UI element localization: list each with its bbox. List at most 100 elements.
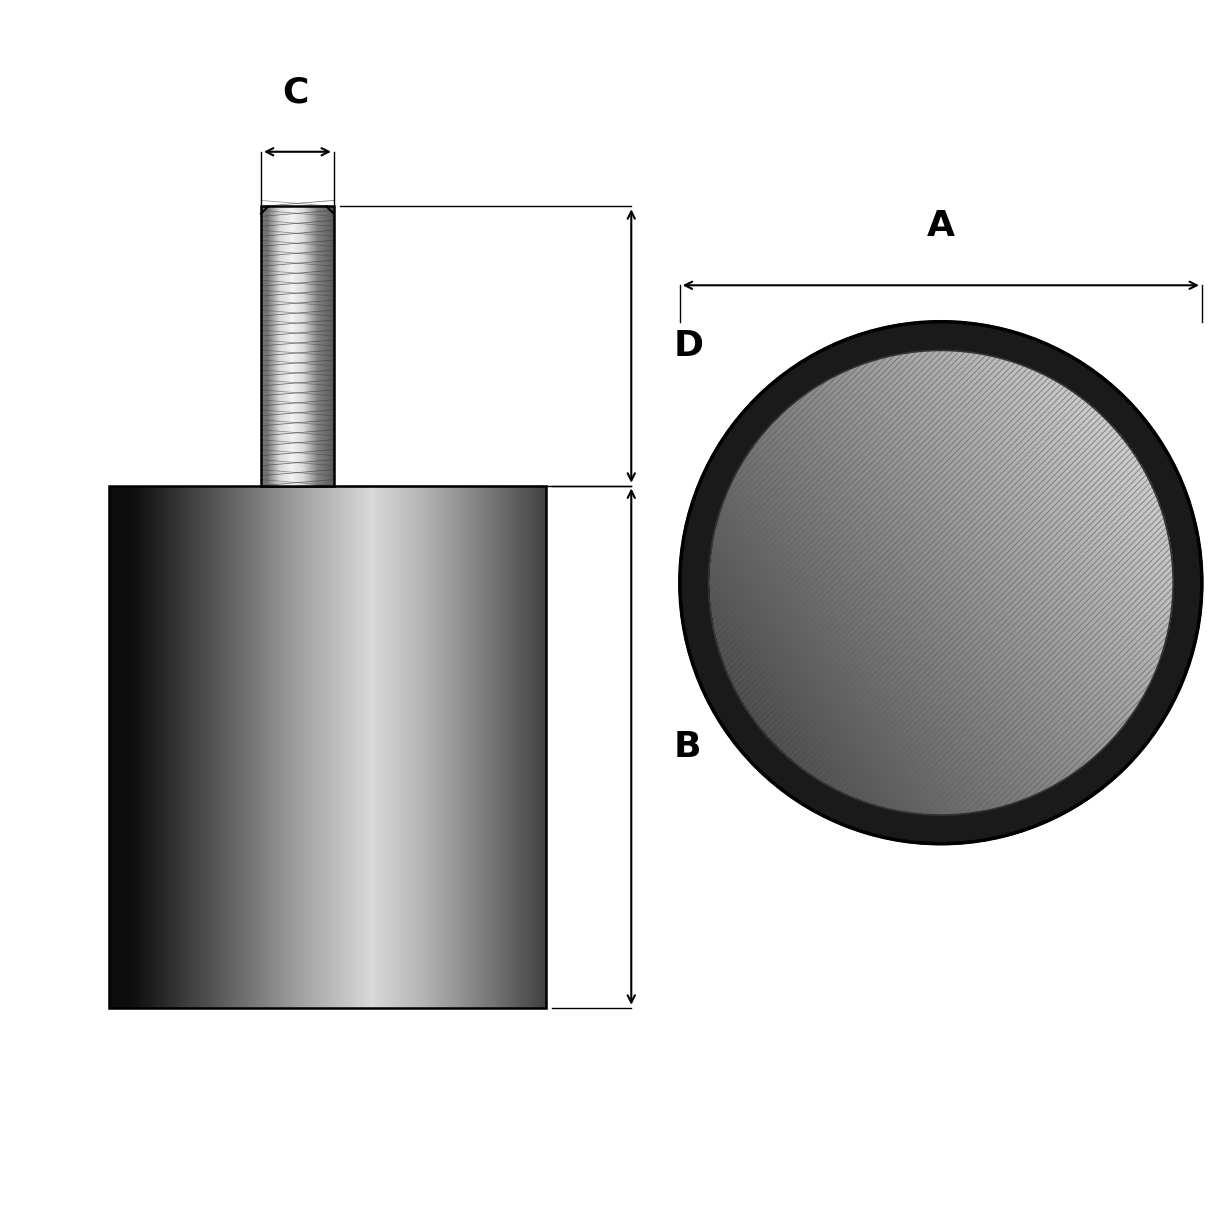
Bar	[532, 486, 534, 1008]
Bar	[291, 206, 293, 486]
Bar	[523, 486, 526, 1008]
Bar	[328, 206, 329, 486]
Bar	[125, 486, 126, 1008]
Bar	[453, 486, 454, 1008]
Bar	[460, 486, 461, 1008]
Bar	[261, 206, 262, 486]
Bar	[464, 486, 466, 1008]
Bar	[334, 486, 336, 1008]
Bar	[284, 206, 285, 486]
Bar	[317, 206, 318, 486]
Bar	[466, 486, 469, 1008]
Bar	[245, 486, 246, 1008]
Bar	[229, 486, 231, 1008]
Bar	[310, 206, 311, 486]
Bar	[130, 486, 131, 1008]
Bar	[464, 486, 465, 1008]
Bar	[191, 486, 192, 1008]
Bar	[277, 206, 279, 486]
Bar	[175, 486, 176, 1008]
Bar	[238, 486, 240, 1008]
Bar	[387, 486, 388, 1008]
Bar	[267, 486, 268, 1008]
Bar	[131, 486, 132, 1008]
Bar	[514, 486, 515, 1008]
Bar	[410, 486, 412, 1008]
Bar	[160, 486, 163, 1008]
Bar	[299, 206, 300, 486]
Bar	[294, 486, 296, 1008]
Bar	[520, 486, 522, 1008]
Bar	[454, 486, 456, 1008]
Bar	[324, 486, 327, 1008]
Bar	[299, 486, 300, 1008]
Bar	[307, 486, 308, 1008]
Bar	[294, 206, 296, 486]
Bar	[375, 486, 376, 1008]
Bar	[322, 486, 323, 1008]
Bar	[410, 486, 413, 1008]
Bar	[200, 486, 202, 1008]
Bar	[271, 486, 273, 1008]
Bar	[494, 486, 495, 1008]
Bar	[262, 206, 263, 486]
Bar	[312, 206, 313, 486]
Bar	[486, 486, 487, 1008]
Bar	[228, 486, 231, 1008]
Bar	[187, 486, 188, 1008]
Bar	[293, 206, 294, 486]
Bar	[320, 206, 322, 486]
Bar	[270, 206, 271, 486]
Bar	[330, 486, 331, 1008]
Bar	[429, 486, 430, 1008]
Bar	[217, 486, 219, 1008]
Bar	[490, 486, 493, 1008]
Bar	[215, 486, 217, 1008]
Bar	[357, 486, 359, 1008]
Bar	[301, 206, 302, 486]
Bar	[142, 486, 143, 1008]
Bar	[157, 486, 158, 1008]
Bar	[254, 486, 255, 1008]
Bar	[396, 486, 397, 1008]
Bar	[501, 486, 504, 1008]
Bar	[283, 206, 284, 486]
Bar	[261, 486, 263, 1008]
Bar	[398, 486, 401, 1008]
Bar	[236, 486, 238, 1008]
Bar	[219, 486, 220, 1008]
Bar	[323, 206, 324, 486]
Bar	[529, 486, 531, 1008]
Bar	[148, 486, 151, 1008]
Bar	[149, 486, 152, 1008]
Bar	[425, 486, 427, 1008]
Bar	[198, 486, 199, 1008]
Bar	[431, 486, 432, 1008]
Bar	[302, 486, 305, 1008]
Bar	[295, 486, 296, 1008]
Bar	[296, 206, 299, 486]
Bar	[336, 486, 339, 1008]
Bar	[276, 206, 277, 486]
Bar	[134, 486, 135, 1008]
Bar	[272, 206, 274, 486]
Bar	[205, 486, 208, 1008]
Bar	[222, 486, 223, 1008]
Bar	[507, 486, 510, 1008]
Bar	[361, 486, 362, 1008]
Bar	[147, 486, 148, 1008]
Bar	[433, 486, 436, 1008]
Bar	[304, 206, 305, 486]
Bar	[169, 486, 170, 1008]
Bar	[277, 206, 278, 486]
Bar	[126, 486, 129, 1008]
Bar	[365, 486, 367, 1008]
Bar	[244, 486, 245, 1008]
Bar	[480, 486, 482, 1008]
Bar	[311, 206, 312, 486]
Bar	[430, 486, 431, 1008]
Bar	[533, 486, 535, 1008]
Bar	[319, 486, 320, 1008]
Bar	[289, 486, 290, 1008]
Bar	[529, 486, 532, 1008]
